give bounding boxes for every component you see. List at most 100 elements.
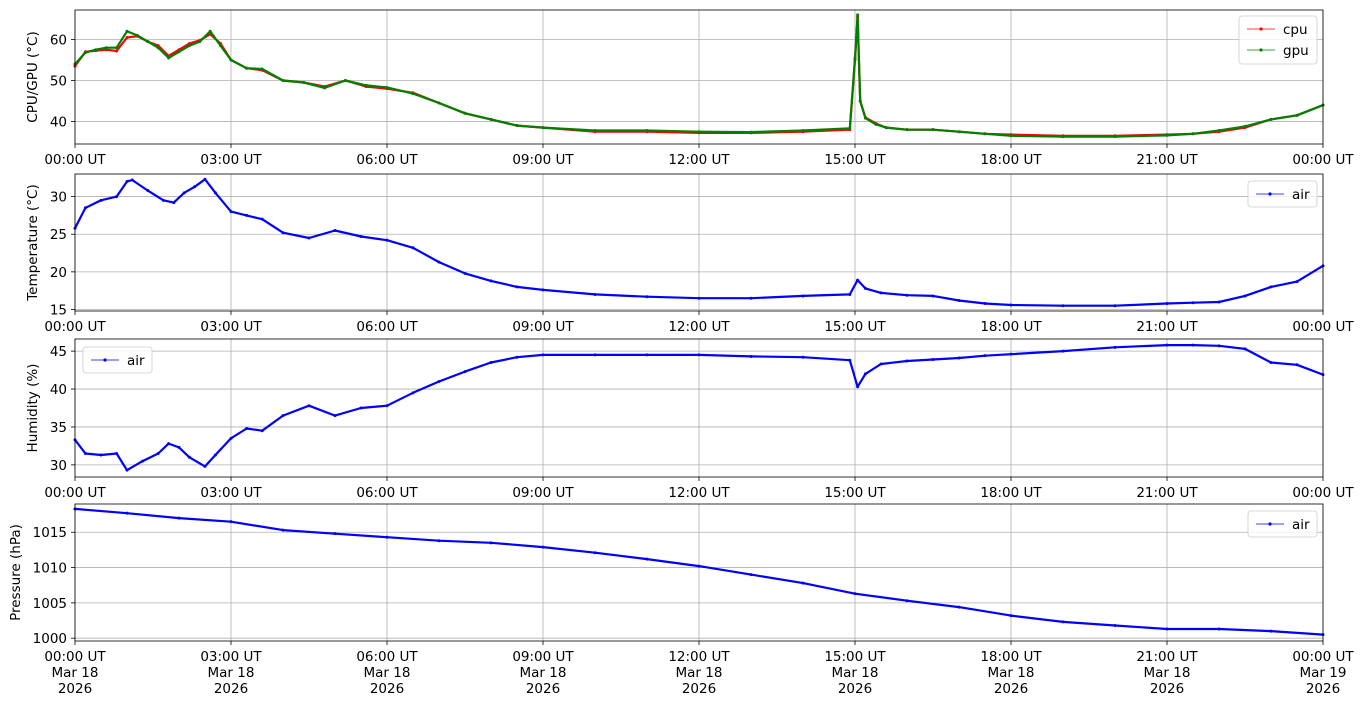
legend-label: cpu [1283, 22, 1308, 38]
data-point-gpu [983, 132, 987, 136]
data-point-air [749, 354, 753, 358]
data-point-air [1191, 301, 1195, 305]
data-point-air [182, 191, 186, 195]
x-tick-label: 00:00 UT Mar 19 2026 [1292, 649, 1354, 697]
data-point-gpu [848, 126, 852, 130]
x-tick-label: 15:00 UT [824, 152, 886, 168]
legend-label: air [1292, 187, 1310, 203]
data-point-gpu [104, 46, 108, 50]
x-tick-label: 15:00 UT [824, 319, 886, 335]
data-point-air [125, 468, 129, 472]
data-point-gpu [1295, 113, 1299, 117]
data-point-air [856, 278, 860, 282]
data-point-air [167, 442, 171, 446]
legend-box [1238, 15, 1318, 65]
data-point-air [801, 355, 805, 359]
data-point-air [905, 293, 909, 297]
data-point-air [983, 354, 987, 358]
data-point-air [853, 592, 857, 596]
data-point-gpu [115, 46, 119, 50]
data-point-gpu [281, 78, 285, 82]
data-point-air [1295, 363, 1299, 367]
x-tick-label: 09:00 UT Mar 18 2026 [512, 649, 574, 697]
data-point-air [879, 291, 883, 295]
data-point-air [697, 564, 701, 568]
y-axis-label: CPU/GPU (°C) [25, 31, 41, 122]
data-point-gpu [863, 116, 867, 120]
data-point-gpu [94, 48, 98, 52]
data-point-gpu [437, 101, 441, 105]
data-point-air [697, 296, 701, 300]
series-air [73, 343, 1325, 472]
y-tick-label: 40 [50, 382, 67, 398]
data-point-air [957, 298, 961, 302]
data-point-air [645, 557, 649, 561]
data-point-air [437, 260, 441, 264]
data-point-gpu [156, 46, 160, 50]
data-point-air [130, 178, 134, 182]
data-point-gpu [957, 130, 961, 134]
plot-frame [74, 9, 1324, 145]
x-tick-label: 12:00 UT [668, 485, 730, 501]
data-point-air [411, 246, 415, 250]
data-point-air [1113, 623, 1117, 627]
y-tick-label: 30 [50, 458, 67, 474]
data-point-air [1217, 300, 1221, 304]
data-point-gpu [1009, 134, 1013, 138]
data-point-gpu [1165, 133, 1169, 137]
data-point-air [515, 355, 519, 359]
legend: air [82, 346, 153, 374]
data-point-gpu [515, 124, 519, 128]
data-point-air [983, 301, 987, 305]
y-axis-label: Temperature (°C) [25, 184, 41, 302]
data-point-air [1009, 352, 1013, 356]
data-point-air [697, 353, 701, 357]
legend-label: air [127, 353, 145, 369]
data-point-gpu [853, 56, 857, 60]
data-point-air [801, 294, 805, 298]
data-point-air [515, 285, 519, 289]
x-tick-label: 00:00 UT [44, 152, 106, 168]
data-point-air [115, 451, 119, 455]
data-point-air [83, 451, 87, 455]
data-point-gpu [1113, 135, 1117, 139]
data-point-gpu [884, 126, 888, 130]
data-point-air [645, 353, 649, 357]
x-tick-label: 09:00 UT [512, 319, 574, 335]
x-tick-label: 15:00 UT [824, 485, 886, 501]
data-point-air [541, 545, 545, 549]
data-point-gpu [219, 44, 223, 48]
data-point-gpu [177, 50, 181, 54]
data-point-air [931, 357, 935, 361]
x-tick-label: 03:00 UT [200, 152, 262, 168]
data-point-air [437, 539, 441, 543]
data-point-gpu [645, 128, 649, 132]
data-point-gpu [905, 128, 909, 132]
x-tick-label: 00:00 UT [1292, 485, 1354, 501]
data-point-gpu [411, 92, 415, 96]
data-point-air [905, 359, 909, 363]
data-point-air [1165, 627, 1169, 631]
y-tick-label: 1005 [33, 596, 67, 612]
data-point-gpu [858, 99, 862, 103]
y-axis-label: Pressure (hPa) [8, 524, 24, 621]
x-tick-label: 06:00 UT Mar 18 2026 [356, 649, 418, 697]
data-point-gpu [489, 117, 493, 121]
data-point-air [359, 406, 363, 410]
x-tick-label: 03:00 UT Mar 18 2026 [200, 649, 262, 697]
data-point-air [281, 528, 285, 532]
legend-marker [1268, 192, 1272, 196]
data-point-air [1295, 280, 1299, 284]
data-point-air [156, 451, 160, 455]
data-point-air [83, 206, 87, 210]
data-point-air [177, 516, 181, 520]
data-point-air [385, 238, 389, 242]
y-axis-label: Humidity (%) [25, 364, 41, 453]
data-point-air [1009, 303, 1013, 307]
data-point-gpu [749, 130, 753, 134]
panel-4: 00:00 UT Mar 18 2026 03:00 UT Mar 18 2026 06:0… [8, 503, 1354, 697]
data-point-air [1243, 347, 1247, 351]
series-line-gpu [74, 13, 1324, 138]
plot-frame [74, 338, 1324, 478]
data-point-air [489, 541, 493, 545]
